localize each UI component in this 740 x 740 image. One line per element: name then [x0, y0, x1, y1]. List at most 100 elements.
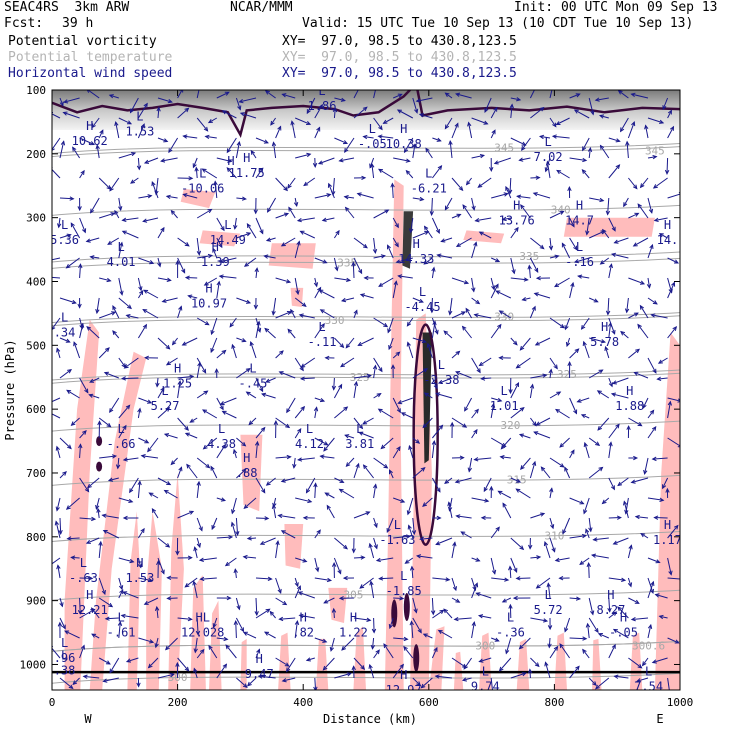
- x-tick-label-5: 1000: [667, 696, 694, 709]
- wind-vector: [202, 168, 218, 179]
- wind-vector: [166, 195, 178, 199]
- wind-vector: [301, 357, 316, 368]
- wind-vector-head: [471, 205, 476, 211]
- wind-vector: [444, 197, 453, 210]
- wind-vector: [666, 157, 669, 174]
- wind-vector: [63, 112, 80, 119]
- wind-vector-head: [515, 488, 521, 493]
- wind-vector-head: [461, 325, 467, 331]
- wind-vector-head: [432, 320, 437, 326]
- org-name: NCAR/MMM: [230, 0, 293, 15]
- wind-vector: [183, 135, 198, 139]
- wind-vector-head: [397, 274, 403, 279]
- wind-vector: [290, 309, 296, 319]
- wind-vector: [345, 337, 355, 349]
- wind-vector: [208, 645, 218, 659]
- wind-vector-head: [414, 108, 419, 114]
- wind-vector-head: [300, 405, 306, 411]
- wind-vector-head: [565, 341, 571, 348]
- wind-vector: [471, 277, 475, 292]
- wind-vector-head: [160, 226, 165, 232]
- wind-vector: [585, 529, 590, 539]
- wind-vector-head: [317, 160, 324, 165]
- wind-vector: [595, 97, 609, 101]
- wind-vector-head: [249, 341, 254, 347]
- wind-vector-head: [170, 460, 176, 466]
- wind-vector-head: [547, 625, 553, 631]
- wind-vector-head: [637, 203, 642, 209]
- wind-vector-head: [550, 524, 555, 530]
- extremum-marker: L: [545, 135, 552, 149]
- wind-vector-head: [437, 629, 443, 634]
- wind-vector: [373, 649, 380, 659]
- wind-vector: [246, 391, 257, 399]
- wind-vector-head: [393, 280, 398, 286]
- wind-vector-head: [617, 606, 622, 612]
- wind-vector: [517, 195, 531, 199]
- wind-vector-head: [250, 149, 255, 155]
- wind-vector-head: [597, 425, 602, 431]
- wind-vector: [306, 477, 316, 493]
- model-name: SEAC4RS 3km ARW: [4, 0, 130, 15]
- wind-vector: [588, 230, 605, 239]
- wind-vector: [491, 193, 508, 199]
- wind-vector-head: [65, 263, 71, 269]
- wind-vector-head: [659, 119, 665, 124]
- wind-vector-head: [292, 463, 297, 469]
- wind-vector-head: [612, 540, 618, 545]
- extremum-marker: H: [136, 556, 143, 570]
- wind-vector-head: [377, 408, 383, 413]
- wind-vector-head: [564, 325, 569, 331]
- wind-vector: [444, 117, 453, 129]
- wind-vector: [451, 123, 459, 139]
- wind-vector-head: [436, 487, 441, 493]
- wind-vector: [462, 326, 472, 339]
- wind-vector-head: [202, 368, 207, 374]
- wind-vector-head: [242, 631, 248, 636]
- y-tick-label-1: 200: [26, 148, 46, 161]
- wind-vector: [490, 324, 502, 339]
- wind-vector-head: [57, 621, 63, 627]
- wind-vector: [490, 677, 493, 690]
- wind-vector-head: [508, 565, 513, 571]
- wind-vector-head: [477, 183, 483, 188]
- wind-vector-head: [419, 196, 425, 202]
- wind-vector-head: [297, 428, 302, 434]
- wind-vector: [451, 577, 457, 591]
- wind-vector-head: [322, 665, 328, 671]
- y-tick-label-7: 800: [26, 531, 46, 544]
- wind-vector-head: [378, 576, 384, 581]
- wind-vector-head: [553, 364, 558, 370]
- wind-vector: [373, 255, 385, 259]
- wind-vector: [608, 137, 620, 142]
- wind-vector-head: [529, 383, 535, 389]
- wind-vector-head: [214, 368, 219, 374]
- extremum-marker: L: [645, 665, 652, 679]
- wind-vector-head: [519, 345, 525, 351]
- wind-vector-head: [649, 243, 654, 249]
- wind-vector: [260, 537, 276, 545]
- wind-vector: [510, 407, 525, 419]
- wind-vector-head: [640, 532, 646, 538]
- wind-vector-head: [138, 286, 143, 292]
- extremum-value: 14.: [657, 233, 679, 247]
- wind-vector-head: [455, 514, 461, 519]
- wind-vector: [424, 257, 433, 265]
- wind-vector-head: [147, 663, 153, 669]
- wind-vector: [86, 537, 100, 544]
- y-tick-label-4: 500: [26, 339, 46, 352]
- wind-vector: [373, 517, 378, 528]
- wind-vector: [239, 97, 257, 103]
- wind-vector: [647, 410, 655, 419]
- wind-vector-head: [91, 123, 96, 129]
- wind-vector: [314, 194, 331, 199]
- wind-vector-head: [395, 351, 401, 357]
- wind-vector: [231, 522, 237, 539]
- wind-vector-head: [533, 431, 539, 436]
- wind-vector-head: [119, 241, 124, 247]
- wind-vector-head: [339, 343, 345, 349]
- wind-vector: [196, 649, 205, 659]
- wind-vector: [455, 371, 472, 379]
- wind-vector-head: [455, 92, 461, 97]
